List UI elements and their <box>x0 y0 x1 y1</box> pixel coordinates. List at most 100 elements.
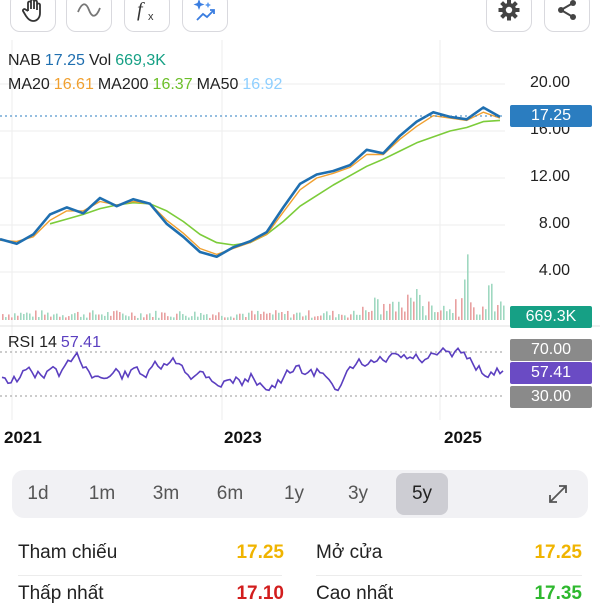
volume-bar <box>374 297 376 320</box>
volume-bar <box>215 315 217 320</box>
volume-bar <box>398 301 400 320</box>
y-tick-label: 12.00 <box>529 168 570 185</box>
volume-bar <box>137 317 139 320</box>
volume-bar <box>65 317 67 320</box>
volume-bar <box>419 294 421 320</box>
line-tool-button[interactable] <box>66 0 112 32</box>
series-layer <box>0 106 501 259</box>
volume-tag: 669.3K <box>510 306 592 328</box>
volume-bar <box>158 317 160 320</box>
volume-bar <box>47 312 49 320</box>
volume-bar <box>290 317 292 320</box>
volume-bar <box>182 314 184 320</box>
volume-bar <box>101 314 103 320</box>
volume-bar <box>32 316 34 320</box>
volume-bar <box>146 314 148 320</box>
high-price-value: 17.35 <box>534 583 582 604</box>
volume-bar <box>170 316 172 320</box>
volume-bar <box>395 311 397 320</box>
gear-icon <box>497 0 521 27</box>
volume-bar <box>299 312 301 320</box>
volume-bar <box>368 311 370 320</box>
period-6m[interactable]: 6m <box>216 483 244 504</box>
volume-bar <box>266 313 268 320</box>
volume-bar <box>365 310 367 320</box>
volume-bar <box>206 314 208 320</box>
hand-tool-button[interactable] <box>10 0 56 32</box>
period-3y[interactable]: 3y <box>347 483 369 504</box>
fullscreen-button[interactable] <box>546 482 570 511</box>
svg-text:f: f <box>137 0 145 21</box>
volume-bar <box>434 312 436 320</box>
ma50-value: 16.92 <box>242 76 283 93</box>
ma50-label: MA50 <box>196 76 239 93</box>
volume-bar <box>440 310 442 320</box>
volume-bar <box>284 313 286 320</box>
volume-bar <box>92 310 94 320</box>
period-1d[interactable]: 1d <box>27 483 49 504</box>
rsi-label-row: RSI 14 57.41 <box>8 334 101 352</box>
vol-value: 669,3K <box>115 52 166 69</box>
volume-bar <box>470 302 472 320</box>
volume-bar <box>77 311 79 320</box>
share-button[interactable] <box>544 0 590 32</box>
volume-bar <box>242 313 244 320</box>
volume-bar <box>56 313 58 320</box>
series-line-ma20 <box>0 111 501 256</box>
volume-bar <box>140 313 142 320</box>
volume-bar <box>161 312 163 320</box>
volume-bar <box>269 312 271 320</box>
rsi-30-tag: 30.00 <box>510 386 592 408</box>
volume-bar <box>386 310 388 320</box>
volume-bar <box>98 314 100 320</box>
series-line-nab <box>0 106 501 259</box>
ticker-info: NAB 17.25 Vol 669,3K <box>8 52 166 70</box>
volume-bar <box>245 317 247 320</box>
y-tick-label: 8.00 <box>538 215 570 232</box>
svg-text:x: x <box>148 11 154 23</box>
volume-bar <box>41 310 43 320</box>
price-chart[interactable] <box>0 40 600 460</box>
ma20-label: MA20 <box>8 76 50 93</box>
volume-bar <box>455 299 457 320</box>
volume-bar <box>218 312 220 320</box>
volume-bar <box>404 311 406 320</box>
volume-bar <box>338 314 340 320</box>
y-tick-label: 20.00 <box>529 74 570 91</box>
rsi-70-tag: 70.00 <box>510 339 592 361</box>
volume-bar <box>353 310 355 320</box>
period-3m[interactable]: 3m <box>152 483 180 504</box>
volume-bar <box>356 314 358 320</box>
volume-bar <box>257 310 259 320</box>
volume-bar <box>329 315 331 320</box>
volume-bar <box>431 305 433 320</box>
period-1y[interactable]: 1y <box>283 483 305 504</box>
volume-bar <box>371 310 373 320</box>
volume-bar <box>17 315 19 320</box>
volume-bar <box>212 314 214 320</box>
volume-bar <box>149 313 151 320</box>
period-1m[interactable]: 1m <box>88 483 116 504</box>
volume-bar <box>122 313 124 320</box>
ai-analysis-button[interactable] <box>182 0 228 32</box>
volume-bar <box>2 314 4 320</box>
rsi-line <box>1 346 504 392</box>
volume-bar <box>317 316 319 320</box>
period-selector: 1d 1m 3m 6m 1y 3y 5y <box>12 470 588 518</box>
volume-bar <box>380 314 382 320</box>
volume-bar <box>164 312 166 320</box>
volume-bar <box>476 314 478 320</box>
ref-price-value: 17.25 <box>236 542 284 563</box>
volume-bar <box>128 316 130 320</box>
volume-bar <box>488 285 490 320</box>
volume-bar <box>80 316 82 320</box>
period-5y[interactable]: 5y <box>396 473 448 515</box>
settings-button[interactable] <box>486 0 532 32</box>
volume-bar <box>74 313 76 320</box>
volume-bar <box>320 315 322 320</box>
volume-bar <box>314 316 316 320</box>
volume-bar <box>95 314 97 320</box>
volume-bar <box>173 317 175 320</box>
volume-bar <box>305 315 307 320</box>
